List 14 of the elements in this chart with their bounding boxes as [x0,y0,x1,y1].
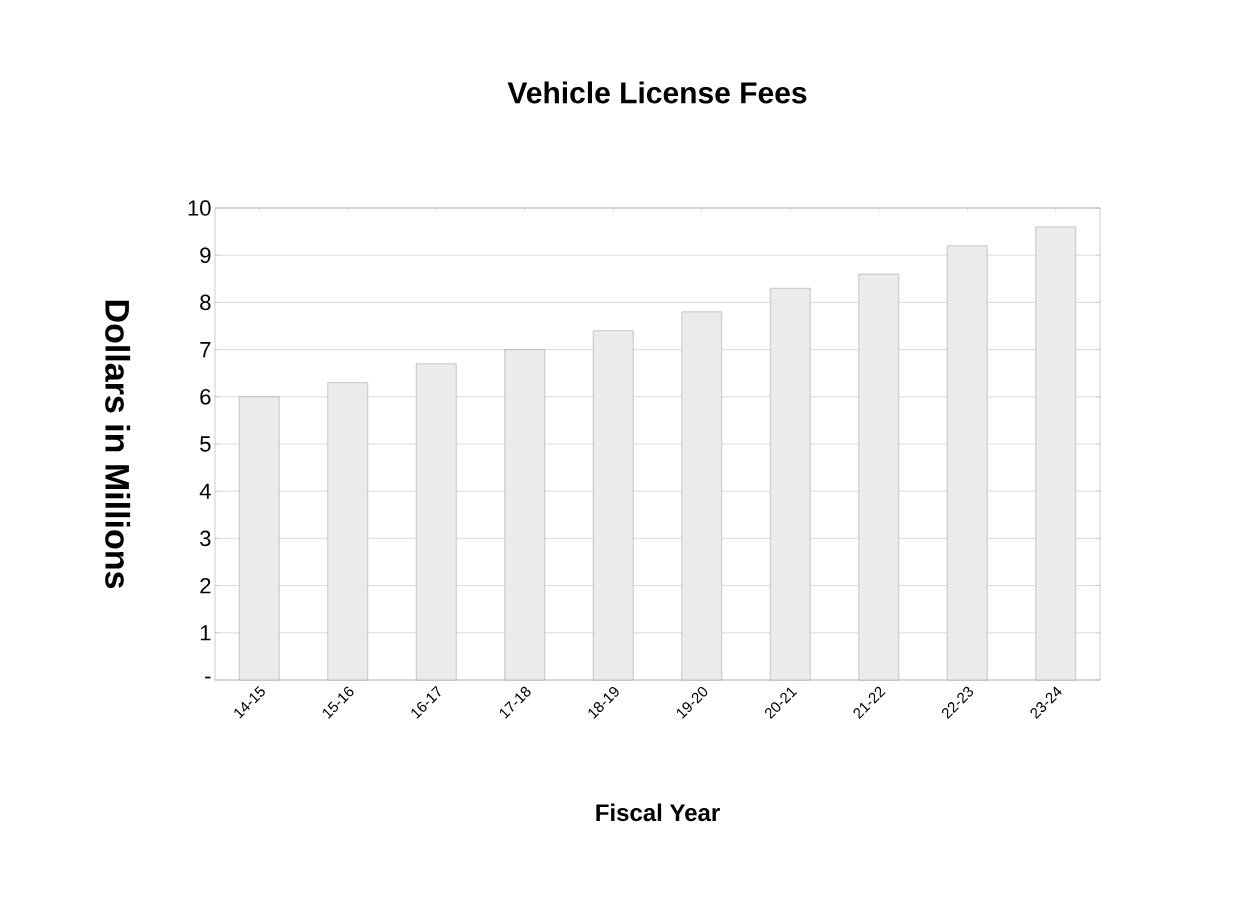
y-tick-label: 9 [200,247,211,263]
y-tick-label: 6 [200,389,211,405]
y-tick-label: 7 [200,342,211,358]
y-tick-label: - [205,676,211,679]
y-tick-label: 10 [188,200,211,216]
y-tick-label: 8 [200,294,211,311]
y-tick-label: 5 [200,436,211,452]
y-tick-label: 2 [200,577,211,594]
y-tick-label: 1 [200,625,211,641]
chart-title: Vehicle License Fees [507,81,807,104]
y-tick-label: 3 [200,530,211,547]
y-axis-title: Dollars in Millions [105,300,131,589]
y-tick-label: 4 [199,483,211,499]
x-axis-title: Fiscal Year [596,803,720,822]
